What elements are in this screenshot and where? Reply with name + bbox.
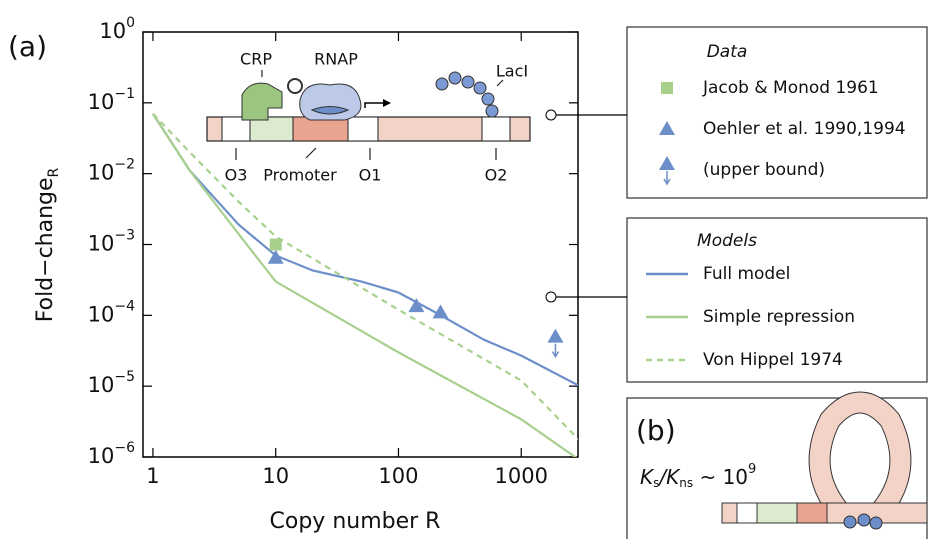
figure: (a) Copy number R Fold−changeR CRP RNAP …: [0, 0, 928, 539]
y-tick-base: 10: [99, 19, 126, 43]
data-point: [547, 329, 563, 357]
panel-label: (b): [636, 414, 676, 447]
legend-label: Von Hippel 1974: [703, 350, 843, 370]
model-line: [153, 114, 580, 386]
legend-label: Jacob & Monod 1961: [702, 78, 879, 98]
data-point: [270, 239, 282, 251]
ratio-exp: 9: [748, 462, 756, 477]
y-tick-label: 10−1: [88, 86, 135, 114]
x-tick-label: 1: [146, 464, 159, 488]
y-tick-label: 10−3: [88, 228, 135, 256]
legend-label: Simple repression: [703, 307, 855, 327]
legend-label: Full model: [703, 264, 790, 284]
diagram-label: RNAP: [314, 50, 358, 69]
y-tick-label: 10−6: [88, 440, 135, 468]
legend-title: Models: [697, 231, 757, 251]
y-tick-exponent: −2: [114, 157, 135, 173]
diagram-label: O1: [359, 166, 382, 185]
y-tick-base: 10: [88, 232, 115, 256]
panel-label: (a): [8, 30, 47, 63]
connector-end: [546, 292, 556, 302]
triangle: [547, 329, 563, 343]
y-axis-label-sub: R: [46, 167, 62, 177]
plot-frame: [143, 32, 578, 457]
y-tick-label: 10−2: [88, 157, 135, 185]
ratio-k: /K: [657, 465, 681, 489]
x-tick-label: 100: [378, 464, 418, 488]
y-tick-base: 10: [88, 90, 115, 114]
legend-marker: [661, 82, 673, 94]
y-tick-exponent: −1: [114, 86, 135, 102]
legend-title: Data: [707, 42, 748, 62]
diagram-label: O3: [225, 166, 248, 185]
diagram-label: O2: [485, 166, 508, 185]
panel-b: (b) Ks/Kns ~ 109: [627, 398, 927, 539]
y-tick-label: 100: [99, 15, 135, 43]
diagram-label: LacI: [496, 62, 528, 81]
y-tick-base: 10: [88, 302, 115, 326]
diagram-label: CRP: [240, 50, 272, 69]
y-tick-exponent: −4: [114, 298, 135, 314]
y-tick-exponent: 0: [126, 15, 135, 31]
inset-diagram: CRP RNAP LacI O3 Promoter O1 O2: [207, 50, 530, 185]
x-axis-label: Copy number R: [270, 509, 441, 534]
legend-label: Oehler et al. 1990,1994: [703, 119, 906, 139]
y-tick-exponent: −3: [114, 228, 135, 244]
y-axis-label: Fold−changeR: [33, 167, 62, 322]
x-tick-label: 10: [262, 464, 289, 488]
y-tick-label: 10−5: [88, 369, 135, 397]
legend-label: (upper bound): [703, 160, 825, 180]
y-tick-base: 10: [88, 444, 115, 468]
y-tick-base: 10: [88, 161, 115, 185]
ratio-sub: ns: [679, 476, 693, 490]
y-tick-exponent: −5: [114, 369, 135, 385]
y-tick-base: 10: [88, 373, 115, 397]
x-tick-label: 1000: [495, 464, 548, 488]
diagram-label: Promoter: [263, 166, 337, 185]
y-tick-label: 10−4: [88, 298, 135, 326]
connector-end: [546, 110, 556, 120]
y-tick-exponent: −6: [114, 440, 135, 456]
model-line: [153, 114, 580, 441]
ratio-tail: ~ 10: [693, 465, 748, 489]
y-axis-label-main: Fold−change: [33, 177, 58, 322]
